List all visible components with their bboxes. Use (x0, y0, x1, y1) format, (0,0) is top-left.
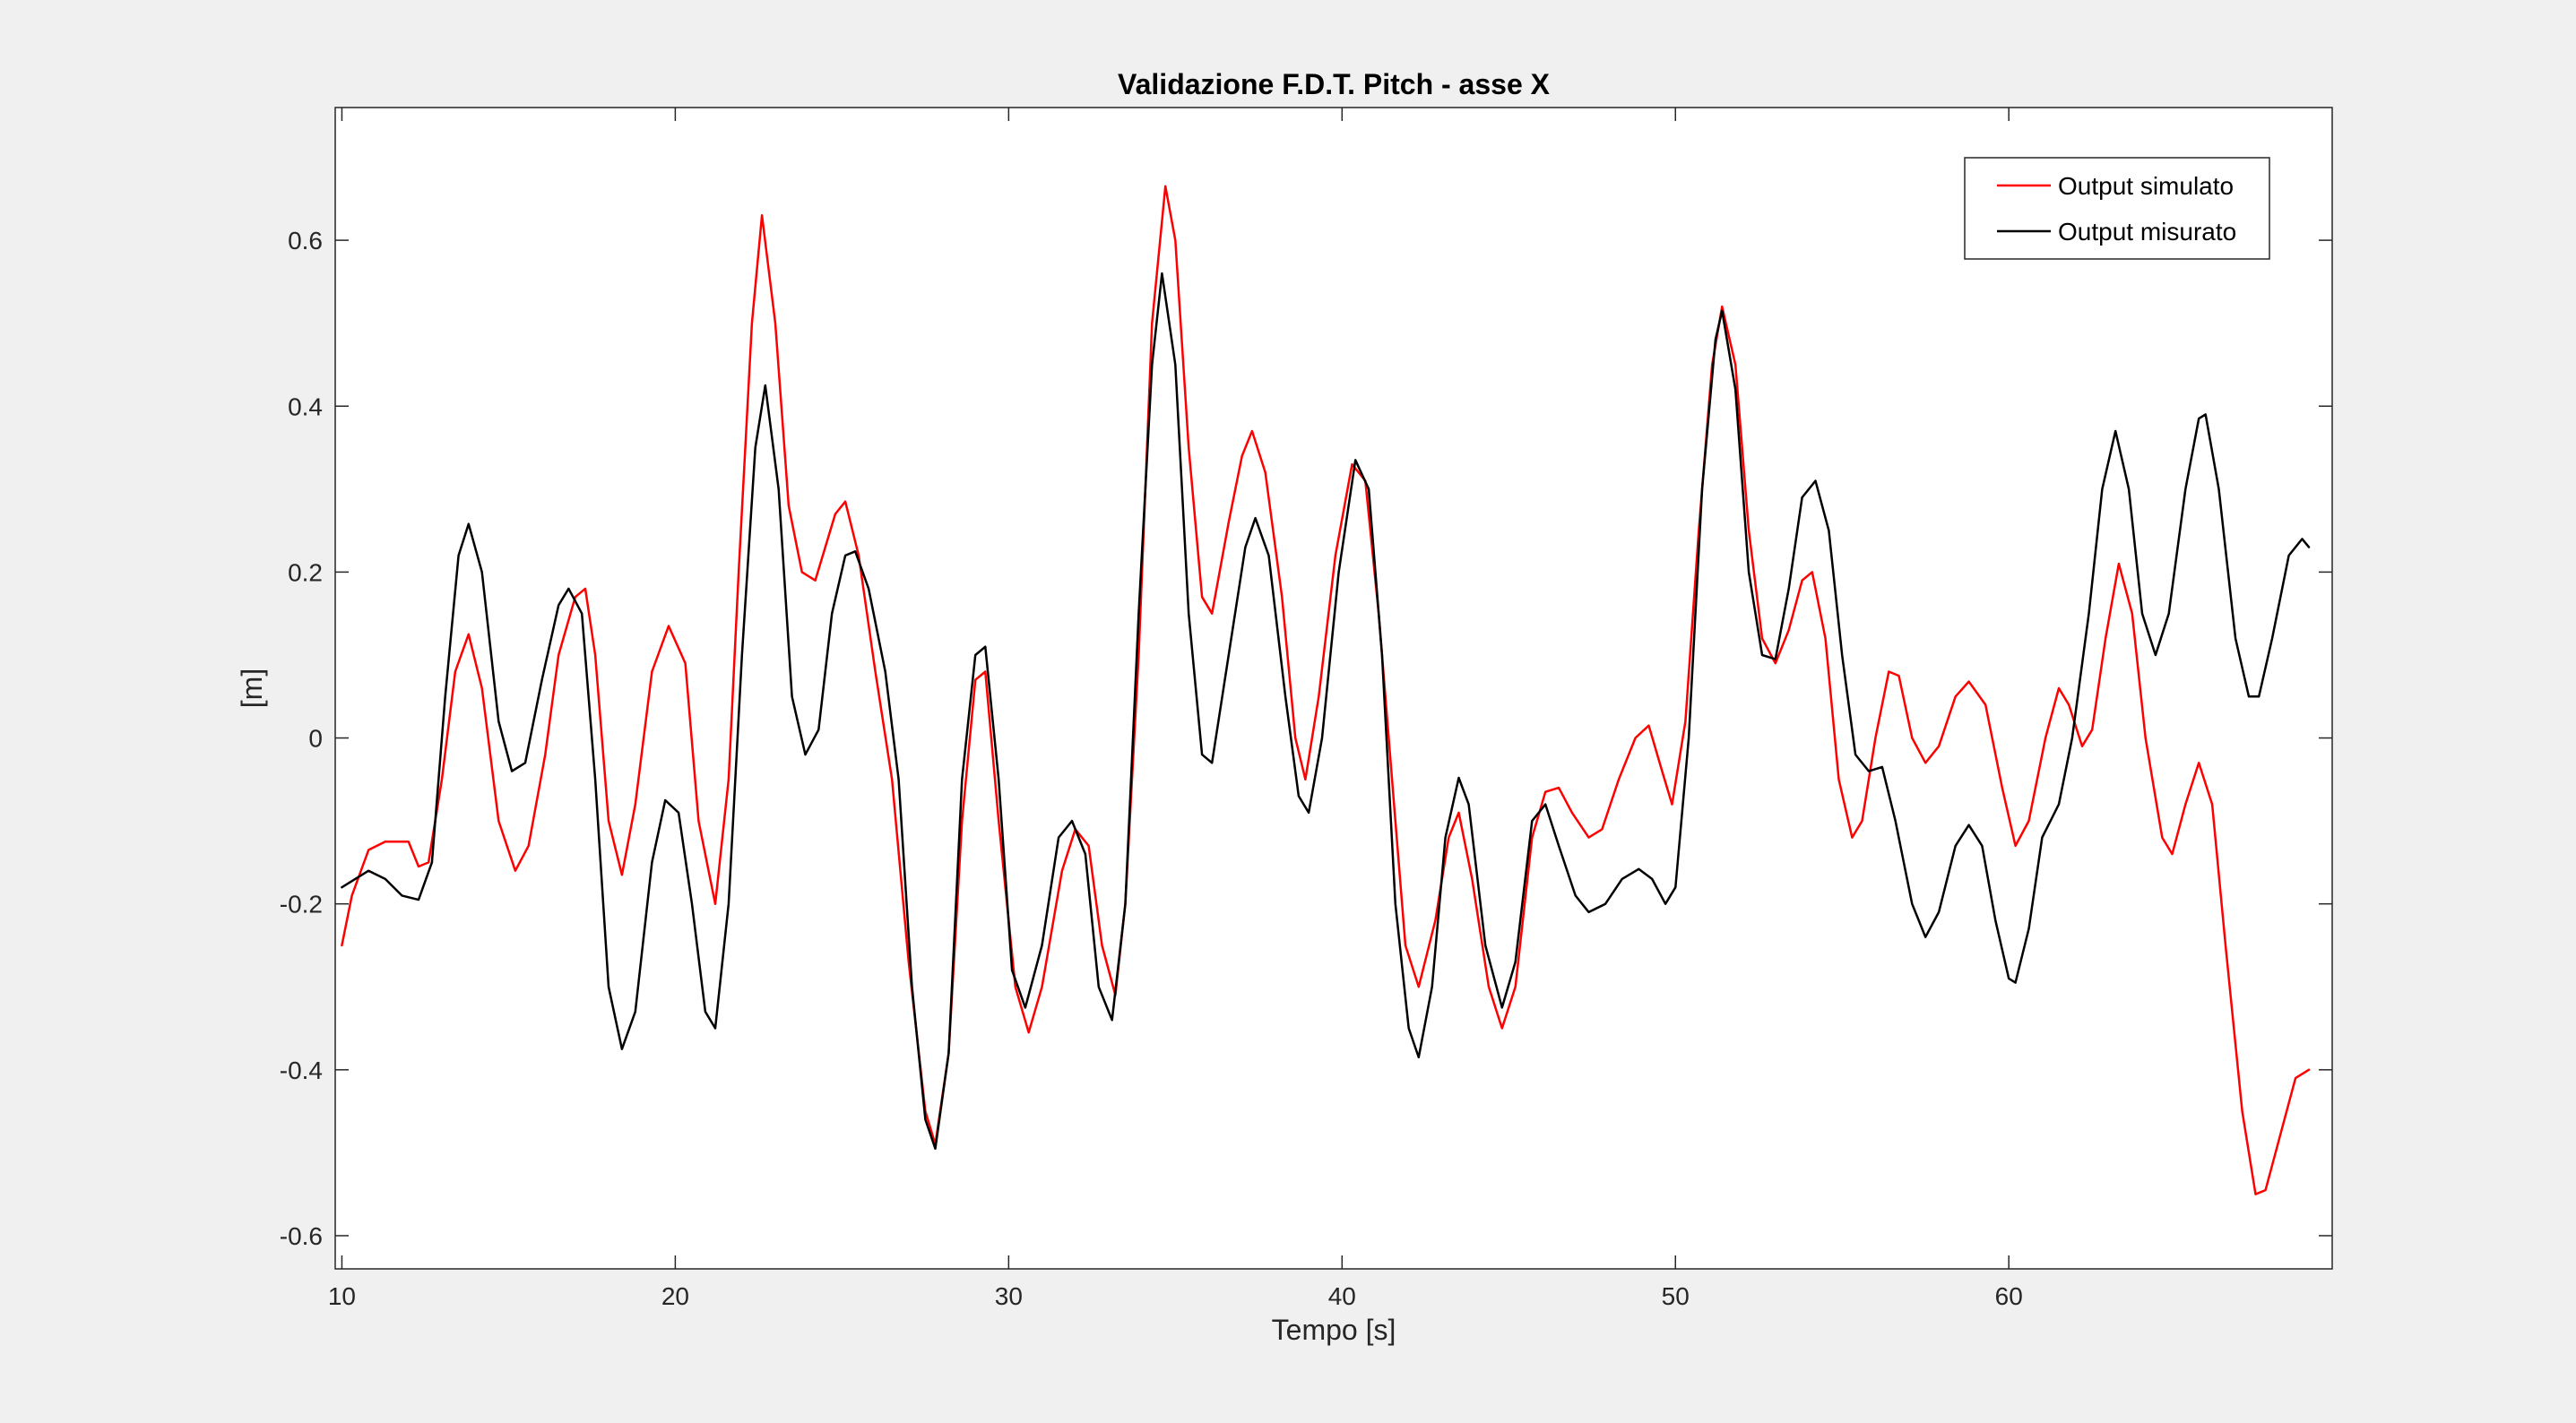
x-tick-label: 40 (1328, 1282, 1356, 1310)
legend-box (1964, 157, 2270, 260)
series-line-output-simulato (341, 185, 2311, 1195)
y-tick-label: 0.2 (288, 558, 323, 586)
y-tick-label: -0.4 (280, 1056, 323, 1084)
ticks-layer (335, 108, 2332, 1269)
legend-label-output-simulato: Output simulato (2058, 172, 2234, 200)
x-tick-label: 20 (661, 1282, 689, 1310)
plot-frame (334, 107, 2333, 1270)
tick-labels-layer: 10 20 30 40 50 60 -0.6 -0.4 -0.2 0 0.2 0.4 0.6 (280, 227, 2023, 1310)
y-tick-label: 0.4 (288, 392, 323, 420)
x-tick-label: 10 (328, 1282, 356, 1310)
y-axis-label: [m] (236, 668, 268, 708)
series-line-output-misurato (341, 272, 2311, 1151)
legend-label-output-misurato: Output misurato (2058, 218, 2236, 246)
legend: Output simulato Output misurato (1964, 157, 2270, 260)
series-layer (341, 185, 2311, 1195)
x-axis-label: Tempo [s] (1272, 1314, 1396, 1346)
y-tick-label: 0 (308, 725, 323, 753)
y-tick-label: 0.6 (288, 227, 323, 254)
y-tick-label: -0.2 (280, 891, 323, 918)
y-tick-label: -0.6 (280, 1222, 323, 1250)
x-tick-label: 60 (1995, 1282, 2023, 1310)
plot-area (335, 108, 2332, 1269)
x-tick-label: 30 (995, 1282, 1023, 1310)
chart-title: Validazione F.D.T. Pitch - asse X (1118, 68, 1551, 100)
x-tick-label: 50 (1662, 1282, 1690, 1310)
